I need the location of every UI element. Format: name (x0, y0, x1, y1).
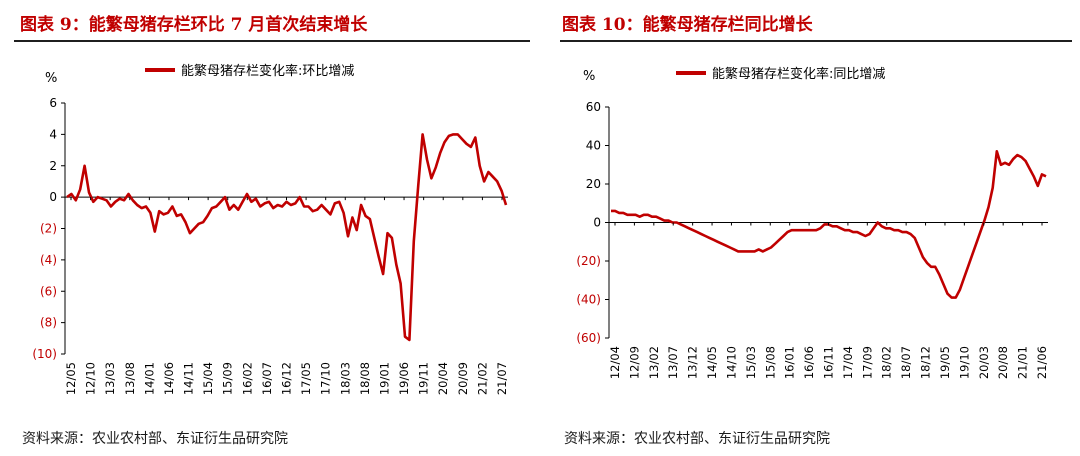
x-tick-label: 12/05 (64, 362, 78, 395)
x-tick-label: 19/06 (397, 362, 411, 395)
x-tick-label: 21/01 (1016, 346, 1030, 379)
x-tick-label: 17/05 (299, 362, 313, 395)
x-tick-label: 21/02 (475, 362, 489, 395)
x-tick-label: 16/02 (240, 362, 254, 395)
x-tick-label: 17/09 (860, 346, 874, 379)
right-chart-title: 图表 10：能繁母猪存栏同比增长 (562, 15, 813, 35)
x-tick-label: 18/08 (358, 362, 372, 395)
x-tick-label: 12/10 (84, 362, 98, 395)
y-tick-label: (60) (576, 331, 601, 345)
y-tick-label: 4 (49, 127, 57, 141)
x-tick-label: 18/12 (919, 346, 933, 379)
x-tick-label: 13/07 (666, 346, 680, 379)
series-line (66, 133, 508, 342)
x-tick-label: 21/07 (495, 362, 509, 395)
x-tick-label: 18/03 (338, 362, 352, 395)
x-tick-label: 18/07 (899, 346, 913, 379)
y-unit-label: % (583, 69, 595, 84)
left-chart-title: 图表 9：能繁母猪存栏环比 7 月首次结束增长 (20, 15, 368, 35)
x-tick-label: 16/11 (822, 346, 836, 379)
x-tick-label: 16/07 (260, 362, 274, 395)
x-tick-label: 18/02 (880, 346, 894, 379)
y-tick-label: 60 (586, 100, 601, 114)
right-title-rule (560, 40, 1072, 42)
y-tick-label: 0 (49, 190, 57, 204)
y-tick-label: (6) (40, 284, 57, 298)
y-tick-label: 20 (586, 177, 601, 191)
right-chart-svg: % 能繁母猪存栏变化率:同比增减 60 40 20 0 (20) (40) (60) 12/04 1… (576, 66, 1049, 379)
y-tick-label: (20) (576, 254, 601, 268)
x-tick-label: 13/02 (647, 346, 661, 379)
x-tick-label: 16/12 (280, 362, 294, 395)
x-tick-label: 13/03 (103, 362, 117, 395)
x-tick-label: 19/01 (377, 362, 391, 395)
x-tick-label: 17/04 (841, 346, 855, 379)
x-tick-label: 15/08 (763, 346, 777, 379)
x-tick-label: 19/05 (938, 346, 952, 379)
x-tick-label: 14/01 (142, 362, 156, 395)
x-tick-label: 13/12 (686, 346, 700, 379)
y-tick-label: 2 (49, 159, 57, 173)
x-tick-label: 14/10 (724, 346, 738, 379)
right-source-note: 资料来源：农业农村部、东证衍生品研究院 (564, 431, 830, 447)
y-tick-label: 6 (49, 96, 57, 110)
y-tick-label: 0 (593, 216, 601, 230)
left-source-note: 资料来源：农业农村部、东证衍生品研究院 (22, 431, 288, 447)
x-tick-label: 16/06 (802, 346, 816, 379)
left-chart-svg: % 能繁母猪存栏变化率:环比增减 6 4 2 0 (2) (4) (6) (8) (10) 12/05… (32, 63, 509, 395)
x-tick-label: 14/05 (705, 346, 719, 379)
x-tick-label: 20/08 (996, 346, 1010, 379)
y-tick-label: (8) (40, 316, 57, 330)
x-tick-label: 12/04 (608, 346, 622, 379)
y-tick-label: 40 (586, 139, 601, 153)
x-tick-label: 12/09 (627, 346, 641, 379)
x-tick-label: 15/04 (201, 362, 215, 395)
y-tick-label: (10) (32, 347, 57, 361)
x-tick-label: 20/04 (436, 362, 450, 395)
x-tick-label: 16/01 (783, 346, 797, 379)
x-tick-label: 20/03 (977, 346, 991, 379)
x-tick-label: 19/11 (417, 362, 431, 395)
y-tick-label: (40) (576, 293, 601, 307)
x-tick-label: 15/09 (221, 362, 235, 395)
x-tick-label: 15/03 (744, 346, 758, 379)
x-tick-label: 20/09 (456, 362, 470, 395)
x-tick-label: 14/11 (182, 362, 196, 395)
x-tick-label: 19/10 (957, 346, 971, 379)
x-tick-label: 17/10 (319, 362, 333, 395)
y-tick-label: (2) (40, 222, 57, 236)
legend-label: 能繁母猪存栏变化率:同比增减 (712, 66, 885, 82)
legend-label: 能繁母猪存栏变化率:环比增减 (181, 63, 354, 79)
left-title-rule (14, 40, 530, 42)
x-tick-label: 13/08 (123, 362, 137, 395)
y-unit-label: % (45, 71, 57, 86)
y-tick-label: (4) (40, 253, 57, 267)
x-tick-label: 14/06 (162, 362, 176, 395)
x-tick-label: 21/06 (1035, 346, 1049, 379)
